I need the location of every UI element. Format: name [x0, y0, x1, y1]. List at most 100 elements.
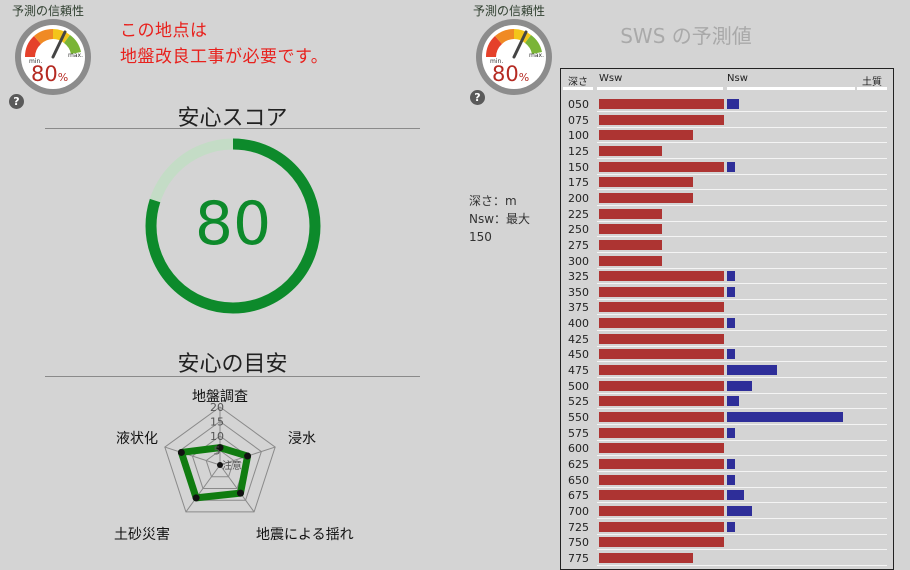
row-separator — [597, 314, 887, 316]
sws-depth-label: 775 — [568, 551, 589, 565]
right-gauge-value: 80% — [492, 62, 530, 86]
sws-depth-label: 700 — [568, 504, 589, 518]
nsw-bar — [727, 99, 740, 109]
sws-row: 400 — [561, 315, 893, 332]
radar-spoke — [164, 446, 221, 466]
row-separator — [597, 408, 887, 410]
wsw-bar — [599, 333, 724, 344]
wsw-bar — [599, 99, 724, 109]
sws-depth-label: 300 — [568, 254, 589, 268]
row-separator — [597, 424, 887, 425]
sws-depth-label: 500 — [568, 379, 589, 393]
wsw-bar — [599, 302, 724, 313]
right-reliability-gauge: min. max. — [476, 19, 552, 95]
row-separator — [597, 267, 887, 269]
header-wsw: Wsw — [599, 73, 623, 84]
sws-depth-label: 550 — [568, 411, 589, 424]
sws-depth-label: 225 — [568, 207, 589, 221]
sws-depth-label: 575 — [568, 426, 589, 440]
right-help-icon[interactable]: ? — [470, 90, 485, 105]
radar-data-point — [244, 452, 252, 460]
left-gauge-label: 予測の信頼性 — [12, 4, 85, 18]
sws-row: 350 — [561, 284, 893, 300]
row-separator — [597, 377, 887, 379]
radar-data-point — [236, 489, 244, 497]
gauge-max-label: max. — [68, 52, 83, 59]
nsw-bar — [727, 365, 777, 376]
sws-row: 750 — [561, 534, 893, 551]
sws-depth-label: 200 — [568, 191, 589, 205]
sws-depth-label: 600 — [568, 442, 589, 456]
wsw-bar — [599, 349, 724, 360]
radar-data-point — [177, 448, 185, 456]
wsw-bar — [599, 443, 724, 454]
wsw-bar — [599, 380, 724, 391]
wsw-bar — [599, 145, 662, 156]
wsw-bar — [599, 130, 693, 141]
row-separator — [597, 361, 887, 363]
gauge-min-label: min. — [490, 58, 503, 65]
sws-row: 175 — [561, 174, 893, 191]
row-separator — [597, 486, 887, 488]
row-separator — [597, 173, 887, 175]
wsw-bar — [599, 474, 724, 485]
row-separator — [597, 439, 887, 441]
sws-depth-label: 475 — [568, 364, 589, 378]
sws-row: 375 — [561, 299, 893, 316]
nsw-bar — [727, 427, 736, 438]
radar-tick-label: 10 — [210, 430, 224, 443]
sws-depth-label: 625 — [568, 457, 589, 471]
radar-grid-ring — [205, 449, 235, 478]
wsw-bar — [599, 271, 724, 282]
wsw-bar — [599, 521, 724, 532]
sws-row: 700 — [561, 503, 893, 519]
sws-depth-label: 400 — [568, 317, 589, 331]
row-separator — [597, 142, 887, 144]
row-separator — [597, 157, 887, 159]
nsw-bar — [727, 271, 736, 282]
wsw-bar — [599, 255, 662, 266]
row-separator — [597, 298, 887, 300]
wsw-bar — [599, 286, 724, 297]
sws-row: 150 — [561, 159, 893, 175]
wsw-bar — [599, 412, 724, 422]
radar-tick-label: 5 — [214, 445, 221, 458]
left-help-icon[interactable]: ? — [9, 94, 24, 109]
gauge-min-label: min. — [29, 58, 42, 65]
score-title: 安心スコア — [177, 106, 288, 131]
sws-row: 250 — [561, 221, 893, 238]
radar-tick-label: 20 — [210, 401, 224, 414]
score-ring — [145, 138, 321, 314]
row-separator — [597, 111, 887, 112]
radar-axis-label: 地盤調査 — [192, 389, 248, 405]
nsw-bar — [727, 412, 843, 422]
sws-depth-label: 325 — [568, 270, 589, 284]
radar-divider — [45, 376, 420, 377]
radar-axis-label: 土砂災害 — [114, 527, 170, 543]
radar-title: 安心の目安 — [177, 352, 288, 377]
sws-note-nsw: Nsw：最大 — [469, 212, 531, 226]
sws-row: 200 — [561, 190, 893, 206]
row-separator — [597, 126, 887, 128]
radar-tick-label: 注意 — [222, 459, 242, 472]
sws-title: SWS の予測値 — [620, 24, 752, 48]
radar-center-point — [217, 462, 223, 468]
sws-row: 225 — [561, 206, 893, 222]
row-separator — [597, 345, 887, 347]
sws-depth-label: 175 — [568, 176, 589, 190]
nsw-bar — [727, 318, 736, 329]
sws-table: 深さ Wsw Nsw 土質 050 075 100 125 150 175 200 225 25… — [560, 68, 894, 570]
warning-message: この地点は 地盤改良工事が必要です。 — [120, 18, 328, 70]
sws-row: 275 — [561, 237, 893, 253]
wsw-bar — [599, 177, 693, 188]
score-divider — [45, 128, 420, 129]
sws-row: 600 — [561, 440, 893, 457]
radar-grid-ring — [178, 420, 262, 501]
row-separator — [597, 502, 887, 504]
wsw-bar — [599, 505, 724, 516]
row-separator — [597, 283, 887, 285]
radar-axis-label: 液状化 — [116, 431, 158, 447]
sws-row: 550 — [561, 409, 893, 425]
radar-axis-label: 浸水 — [288, 431, 316, 447]
row-separator — [597, 533, 887, 535]
